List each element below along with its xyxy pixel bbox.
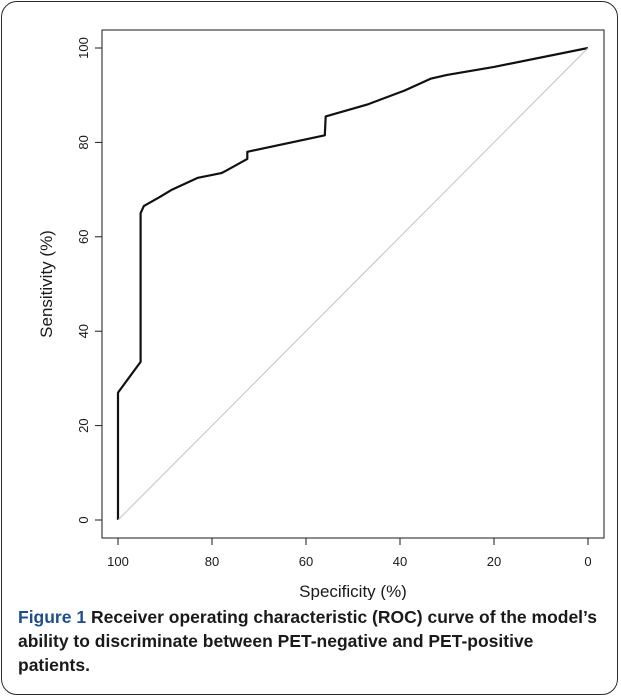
y-tick-label: 20 [76,418,91,432]
x-tick-label: 40 [393,554,407,569]
chart-axes: 100 80 60 40 20 0 0 20 40 60 80 100 [76,29,605,569]
x-tick-label: 60 [299,554,313,569]
reference-diagonal-line [117,47,589,521]
y-tick-label: 100 [76,37,91,59]
y-tick-label: 0 [76,516,91,523]
y-tick-label: 40 [76,324,91,338]
x-axis-title: Specificity (%) [299,582,407,600]
figure-number: Figure 1 [18,607,87,627]
roc-curve-line [116,46,589,520]
x-tick-label: 20 [487,554,501,569]
x-tick-label: 80 [205,554,219,569]
x-tick-label: 0 [584,554,591,569]
chart-series [116,46,589,521]
figure-caption: Figure 1 Receiver operating characterist… [18,605,606,677]
y-tick-label: 80 [76,135,91,149]
y-axis-title: Sensitivity (%) [37,230,56,338]
caption-text: Receiver operating characteristic (ROC) … [18,607,597,675]
x-tick-label: 100 [107,554,129,569]
y-tick-label: 60 [76,230,91,244]
roc-chart: 100 80 60 40 20 0 0 20 40 60 80 100 Specificity (%)… [37,29,605,600]
